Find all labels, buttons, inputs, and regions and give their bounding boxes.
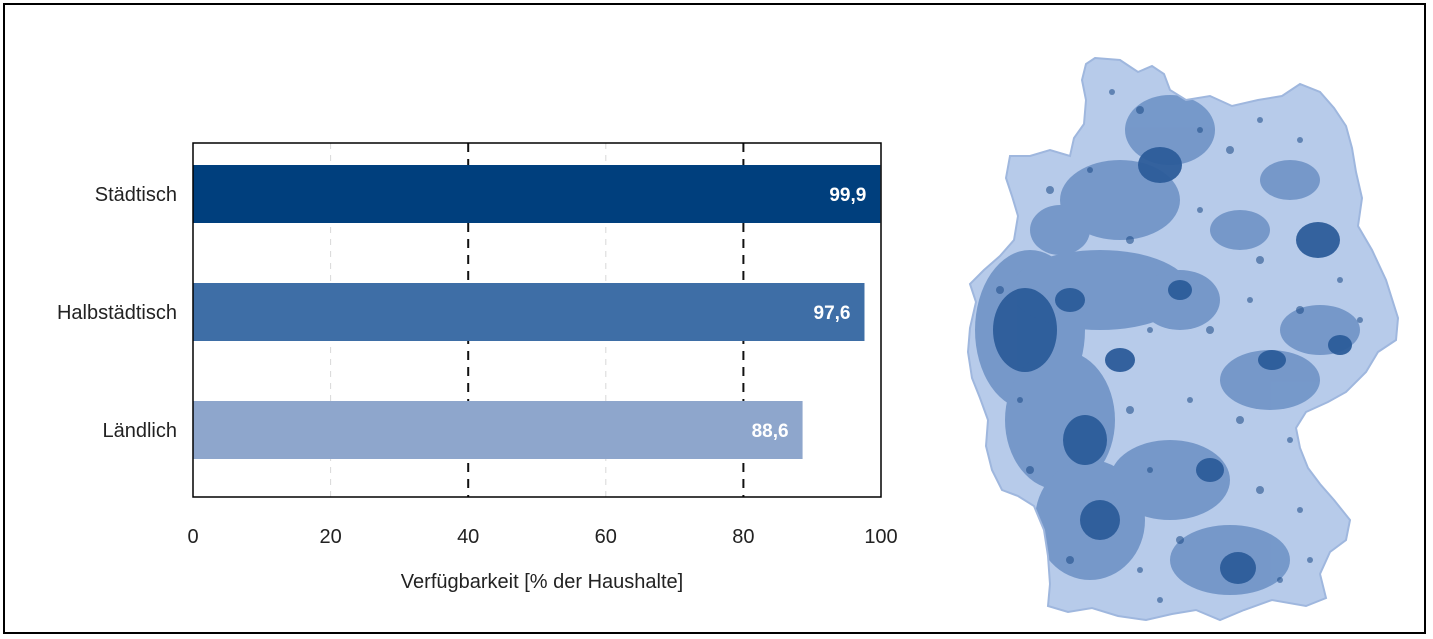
bar [193, 283, 865, 341]
map-texture [996, 89, 1363, 603]
labels: 99,9 Städtisch 97,6 Halbstädtisch 88,6 Ländli… [57, 184, 898, 548]
x-tick-label: 100 [864, 526, 897, 548]
plot-area-border [192, 142, 882, 498]
x-tick-label: 40 [457, 526, 479, 548]
bar [193, 165, 881, 223]
x-tick-label: 60 [595, 526, 617, 548]
bar [193, 401, 803, 459]
x-tick-label: 0 [187, 526, 198, 548]
semi-urban-regions [975, 95, 1360, 595]
category-label: Halbstädtisch [57, 302, 177, 324]
urban-regions [993, 147, 1352, 584]
bars [193, 165, 881, 459]
data-label: 99,9 [829, 185, 866, 206]
x-axis-title: Verfügbarkeit [% der Haushalte] [401, 571, 683, 593]
category-label: Städtisch [95, 184, 177, 206]
x-tick-label: 80 [732, 526, 754, 548]
category-label: Ländlich [102, 420, 177, 442]
x-tick-label: 20 [319, 526, 341, 548]
data-label: 88,6 [752, 421, 789, 442]
data-label: 97,6 [814, 303, 851, 324]
